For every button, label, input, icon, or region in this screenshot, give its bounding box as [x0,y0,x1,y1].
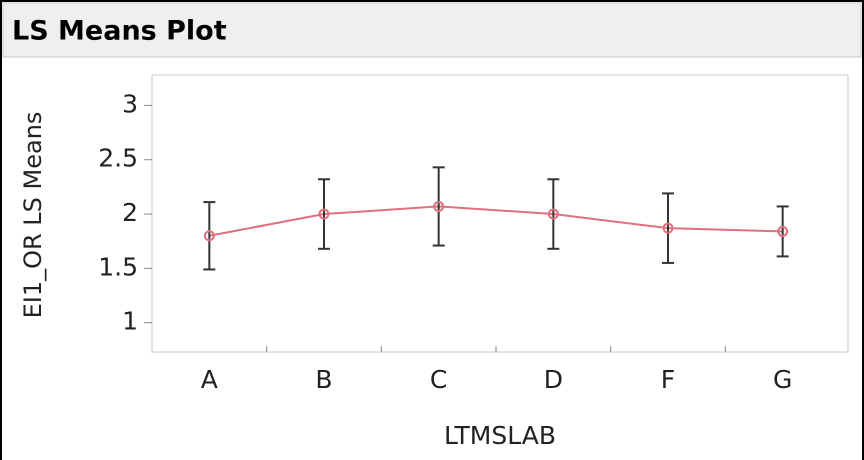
mean-marker [547,208,559,220]
error-bar [432,166,445,247]
y-axis-label: EI1_OR LS Means [19,112,47,319]
x-tick-label: D [544,365,563,394]
x-tick-label: B [315,365,332,394]
x-tick-label: A [201,365,218,394]
error-bar [547,178,560,250]
y-tick-label: 3 [122,89,138,118]
y-label-clip: EI1_OR LS Means [19,112,47,319]
mean-marker [433,200,445,212]
y-tick-label: 1.5 [98,252,138,281]
error-bar [318,178,330,250]
y-tick-label: 1 [122,307,138,336]
error-bar [203,201,216,271]
x-axis-label: LTMSLAB [444,421,556,450]
error-bar [662,192,674,264]
mean-marker [318,208,330,220]
header-bar [2,2,862,58]
mean-marker [203,230,215,242]
y-tick-label: 2 [122,198,138,227]
y-tick-label: 2.5 [98,144,138,173]
mean-marker [777,225,789,237]
x-tick-label: C [430,365,447,394]
plot-frame [151,74,849,353]
mean-line [209,205,783,237]
x-tick-label: F [661,365,675,394]
error-bar [776,205,789,258]
x-tick-label: G [773,365,792,394]
mean-marker [662,222,674,234]
chart-title: LS Means Plot [12,16,227,47]
